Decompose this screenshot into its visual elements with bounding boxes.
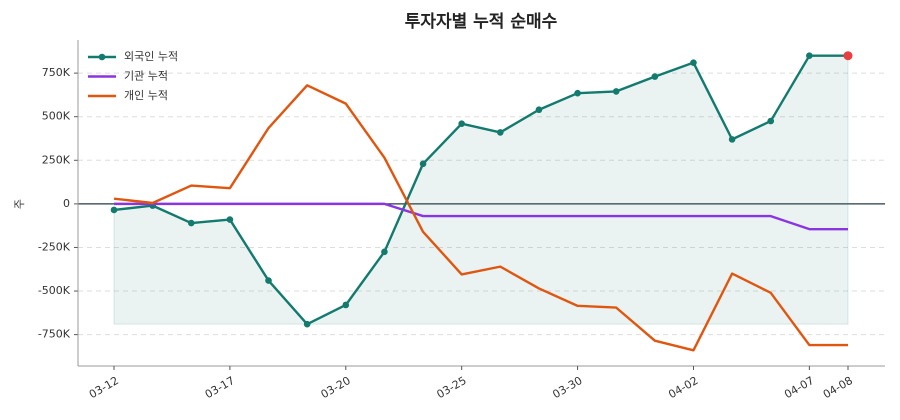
point bbox=[381, 248, 388, 256]
y-tick-label: -250K bbox=[38, 240, 71, 253]
y-tick-label: 250K bbox=[42, 153, 71, 166]
y-tick-label: -750K bbox=[38, 328, 71, 341]
point bbox=[303, 320, 311, 328]
highlight-point bbox=[843, 51, 853, 61]
y-axis-label: 주 bbox=[13, 199, 26, 209]
point bbox=[574, 89, 581, 97]
point bbox=[535, 106, 543, 114]
legend-label: 개인 누적 bbox=[124, 89, 168, 102]
x-tick-label: 04-07 bbox=[782, 374, 816, 401]
point bbox=[342, 301, 350, 309]
y-tick-label: 750K bbox=[42, 66, 71, 79]
point bbox=[187, 219, 195, 227]
point bbox=[767, 117, 775, 125]
area-fill bbox=[113, 55, 849, 325]
x-tick-label: 03-12 bbox=[87, 374, 121, 401]
point bbox=[728, 136, 736, 143]
legend-label: 외국인 누적 bbox=[124, 50, 178, 63]
point bbox=[458, 120, 465, 127]
point bbox=[265, 277, 272, 284]
chart-title: 투자자별 누적 순매수 bbox=[405, 12, 558, 32]
legend-label: 기관 누적 bbox=[124, 70, 168, 83]
point bbox=[419, 160, 427, 168]
series-line bbox=[113, 84, 848, 352]
point bbox=[226, 216, 234, 223]
point bbox=[497, 129, 504, 136]
y-tick-label: 0 bbox=[63, 197, 70, 210]
legend-marker bbox=[98, 53, 106, 61]
x-tick-label: 04-08 bbox=[821, 374, 855, 401]
series-line bbox=[113, 54, 848, 326]
point bbox=[690, 59, 697, 66]
point bbox=[612, 88, 620, 95]
point bbox=[806, 52, 813, 59]
x-tick-label: 03-25 bbox=[434, 374, 468, 401]
x-tick-label: 03-20 bbox=[319, 374, 353, 401]
y-tick-label: -500K bbox=[38, 284, 71, 297]
x-tick-label: 03-17 bbox=[203, 374, 237, 401]
series-line bbox=[114, 202, 848, 231]
point bbox=[651, 73, 659, 80]
y-tick-label: 500K bbox=[42, 110, 71, 123]
point bbox=[110, 206, 118, 214]
x-tick-label: 04-02 bbox=[666, 374, 700, 401]
x-tick-label: 03-30 bbox=[550, 374, 584, 401]
